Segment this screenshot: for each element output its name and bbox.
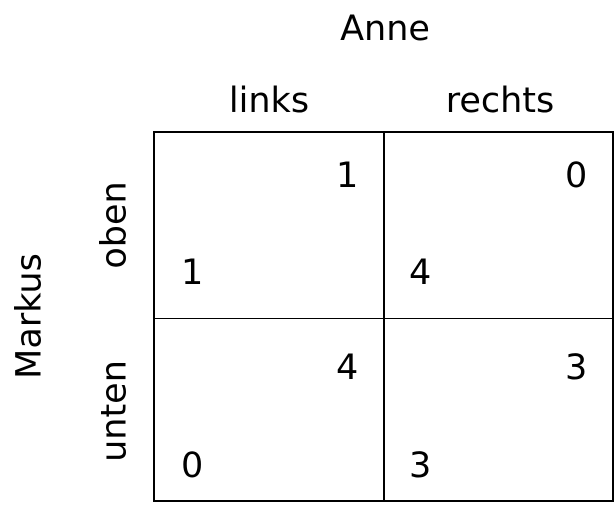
cell-unten-links-row-payoff: 0 — [181, 446, 204, 486]
matrix-vertical-divider — [383, 131, 385, 502]
cell-oben-links-column-payoff: 1 — [336, 156, 359, 196]
cell-oben-links-row-payoff: 1 — [181, 253, 204, 293]
cell-unten-rechts-row-payoff: 3 — [409, 446, 432, 486]
column-player-label: Anne — [340, 9, 430, 49]
cell-unten-links-column-payoff: 4 — [336, 348, 359, 388]
cell-oben-rechts-column-payoff: 0 — [565, 156, 588, 196]
row-strategy-oben: oben — [94, 181, 135, 269]
row-player-label: Markus — [9, 253, 50, 379]
matrix-horizontal-divider — [153, 318, 614, 319]
cell-unten-rechts-column-payoff: 3 — [565, 348, 588, 388]
row-strategy-unten: unten — [94, 360, 135, 462]
column-strategy-rechts: rechts — [445, 81, 555, 121]
column-strategy-links: links — [228, 81, 310, 121]
cell-oben-rechts-row-payoff: 4 — [409, 253, 432, 293]
